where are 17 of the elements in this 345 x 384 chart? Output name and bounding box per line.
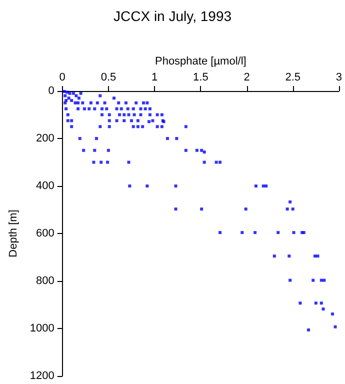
x-tick-label: 2.5 [285,72,300,84]
y-tick-label: 0 [48,85,54,97]
x-tick-label: 0.5 [100,72,116,84]
x-tick-label: 0 [59,72,66,84]
x-axis-title: Phosphate [µmol/l] [154,56,246,68]
x-tick-label: 1.5 [193,72,208,84]
y-tick-label: 1200 [30,370,54,382]
y-tick-label: 400 [36,180,54,192]
x-tick-label: 2 [244,72,250,84]
x-tick-label: 3 [336,72,342,84]
y-tick-label: 800 [36,275,54,287]
x-tick-label: 1 [152,72,158,84]
y-tick-label: 600 [36,228,54,240]
y-tick-label: 1000 [30,322,54,334]
y-axis-title: Depth [m] [8,210,20,258]
chart-title: JCCX in July, 1993 [113,8,232,24]
y-tick-label: 200 [36,132,54,144]
